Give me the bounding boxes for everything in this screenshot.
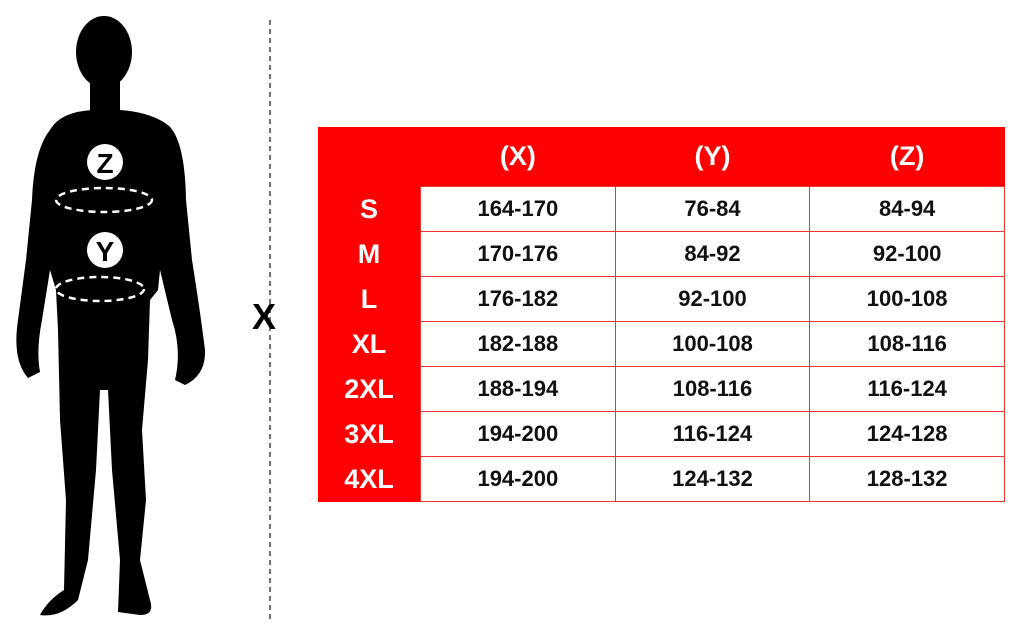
z-cell: 100-108 [809,276,1005,322]
y-cell: 100-108 [614,321,811,367]
z-cell: 108-116 [809,321,1005,367]
table-row: L 176-182 92-100 100-108 [318,276,1005,322]
x-cell: 182-188 [420,321,616,367]
y-cell: 76-84 [614,186,811,232]
z-cell: 124-128 [809,411,1005,457]
y-cell: 84-92 [614,231,811,277]
z-cell: 128-132 [809,456,1005,502]
y-cell: 108-116 [614,366,811,412]
table-row: XL 182-188 100-108 108-116 [318,321,1005,367]
size-cell: 3XL [318,411,421,457]
size-cell: XL [318,321,421,367]
z-cell: 84-94 [809,186,1005,232]
size-cell: S [318,186,421,232]
size-cell: L [318,276,421,322]
marker-z: Z [87,144,123,180]
size-chart-table: (X) (Y) (Z) S 164-170 76-84 84-94 M 170-176 84… [318,127,1005,502]
height-label: X [252,296,277,337]
z-cell: 92-100 [809,231,1005,277]
table-row: S 164-170 76-84 84-94 [318,186,1005,232]
table-row: M 170-176 84-92 92-100 [318,231,1005,277]
y-cell: 116-124 [614,411,811,457]
body-silhouette: Z Y [16,16,271,620]
x-cell: 194-200 [420,456,616,502]
x-cell: 164-170 [420,186,616,232]
table-row: 4XL 194-200 124-132 128-132 [318,456,1005,502]
z-cell: 116-124 [809,366,1005,412]
header-corner [318,127,421,187]
svg-text:Y: Y [96,236,115,267]
svg-text:Z: Z [96,148,113,179]
table-header-row: (X) (Y) (Z) [318,127,1005,187]
size-cell: 2XL [318,366,421,412]
x-cell: 170-176 [420,231,616,277]
y-cell: 92-100 [614,276,811,322]
header-z: (Z) [889,141,925,171]
y-cell: 124-132 [614,456,811,502]
size-cell: 4XL [318,456,421,502]
size-cell: M [318,231,421,277]
x-cell: 194-200 [420,411,616,457]
header-x: (X) [499,141,536,171]
x-cell: 176-182 [420,276,616,322]
table-row: 3XL 194-200 116-124 124-128 [318,411,1005,457]
table-row: 2XL 188-194 108-116 116-124 [318,366,1005,412]
x-cell: 188-194 [420,366,616,412]
marker-y: Y [87,232,123,268]
header-y: (Y) [694,141,731,171]
